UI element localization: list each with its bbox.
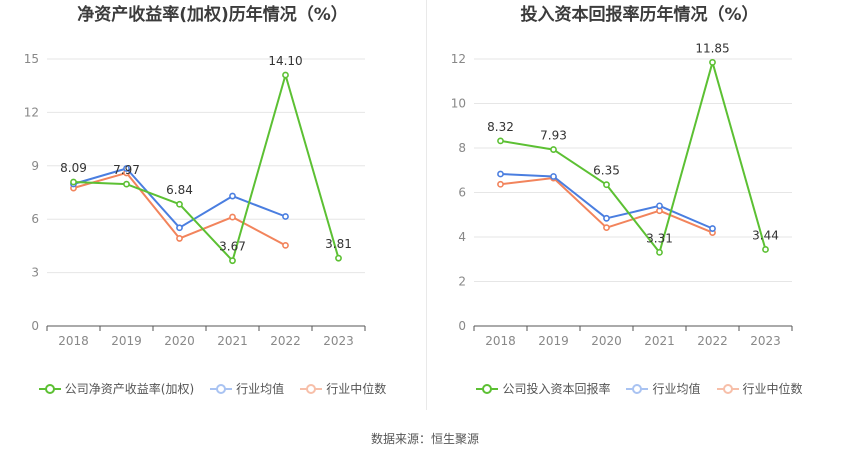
data-point-company: [709, 58, 716, 66]
chart-title: 投入资本回报率历年情况（%）: [520, 5, 759, 25]
y-tick-label: 0: [458, 319, 466, 333]
data-point-company: [70, 178, 77, 186]
data-label: 3.67: [219, 240, 246, 254]
y-tick-label: 0: [31, 319, 39, 333]
data-label: 7.93: [540, 129, 567, 143]
data-point-avg: [550, 173, 557, 180]
data-label: 14.10: [268, 54, 302, 68]
y-tick-label: 12: [451, 52, 466, 66]
legend-item-median[interactable]: 行业中位数: [716, 380, 803, 397]
series-line-company: [73, 74, 340, 262]
legend-label: 行业中位数: [326, 382, 387, 396]
roic-chart-panel: 投入资本回报率历年情况（%） 0 2 4 6 8 10 12 2018 2019 2020 2021…: [427, 0, 850, 410]
legend-item-median[interactable]: 行业中位数: [300, 380, 386, 397]
legend-line-icon: [300, 383, 323, 395]
data-point-median: [603, 224, 610, 232]
legend-item-company[interactable]: 公司投入资本回报率: [476, 380, 610, 397]
x-tick-label: 2022: [270, 334, 301, 348]
legend-item-avg[interactable]: 行业均值: [210, 380, 284, 397]
chart-title: 净资产收益率(加权)历年情况（%）: [77, 5, 348, 25]
legend-label: 行业中位数: [742, 382, 803, 396]
data-point-company: [497, 137, 504, 145]
roe-chart: 0 3 6 9 12 15 2018 2019 2020 2021 2022 2023 8.09 7.97…: [24, 52, 366, 348]
data-point-company: [335, 254, 342, 262]
data-label: 7.97: [113, 163, 140, 177]
x-tick-label: 2019: [538, 334, 569, 348]
legend-label: 公司净资产收益率(加权): [64, 382, 195, 396]
data-point-median: [229, 213, 236, 221]
legend-line-icon: [716, 383, 739, 395]
data-point-avg: [656, 202, 663, 210]
y-tick-label: 10: [451, 97, 466, 111]
legend-line-icon: [210, 383, 233, 395]
legend-item-avg[interactable]: 行业均值: [626, 380, 701, 397]
y-tick-label: 2: [458, 275, 466, 289]
y-tick-label: 12: [24, 105, 39, 119]
roe-chart-panel: 净资产收益率(加权)历年情况（%） 0 3 6 9 12 15 2018 2019 2020 20…: [0, 0, 425, 410]
data-point-avg: [709, 225, 716, 232]
data-point-company: [123, 180, 130, 188]
y-tick-label: 6: [458, 186, 466, 200]
legend-line-icon: [476, 383, 499, 395]
x-tick-label: 2019: [111, 334, 142, 348]
x-tick-label: 2020: [164, 334, 195, 348]
data-label: 3.44: [752, 228, 779, 242]
x-tick-label: 2018: [485, 334, 516, 348]
data-label: 11.85: [695, 41, 729, 55]
data-point-median: [497, 180, 504, 188]
y-tick-label: 4: [458, 230, 466, 244]
data-point-median: [176, 235, 183, 242]
y-tick-label: 15: [24, 52, 39, 66]
x-tick-label: 2021: [644, 334, 675, 348]
data-point-avg: [123, 165, 130, 172]
data-label: 3.81: [325, 237, 352, 251]
data-point-company: [603, 181, 610, 189]
data-point-company: [229, 257, 236, 265]
data-point-company: [176, 200, 183, 208]
data-label: 8.32: [487, 120, 514, 134]
roic-chart: 0 2 4 6 8 10 12 2018 2019 2020 2021 2022 2023 8.32 7.9…: [451, 41, 793, 348]
roe-legend: 公司净资产收益率(加权) 行业均值 行业中位数: [0, 380, 425, 397]
data-label: 3.31: [646, 231, 673, 245]
panel-divider: [426, 0, 427, 410]
data-point-avg: [229, 192, 236, 200]
x-tick-label: 2023: [323, 334, 354, 348]
data-point-median: [282, 241, 289, 249]
data-point-company: [656, 248, 663, 256]
data-point-avg: [497, 170, 504, 178]
data-source-note: 数据来源：恒生聚源: [370, 432, 479, 446]
y-tick-label: 6: [31, 212, 39, 226]
data-point-avg: [603, 214, 610, 222]
data-point-company: [762, 246, 769, 253]
legend-line-icon: [626, 383, 649, 395]
data-label: 6.84: [166, 183, 193, 197]
data-label: 8.09: [60, 161, 87, 175]
x-tick-label: 2023: [750, 334, 781, 348]
series-line-company: [500, 61, 767, 254]
data-point-avg: [176, 224, 183, 232]
y-tick-label: 9: [31, 159, 39, 173]
x-tick-label: 2020: [591, 334, 622, 348]
legend-label: 公司投入资本回报率: [502, 382, 611, 396]
y-tick-label: 8: [458, 141, 466, 155]
data-label: 6.35: [593, 164, 620, 178]
legend-item-company[interactable]: 公司净资产收益率(加权): [38, 380, 195, 397]
data-point-company: [550, 146, 557, 153]
legend-label: 行业均值: [236, 382, 285, 396]
legend-label: 行业均值: [652, 382, 701, 396]
y-tick-label: 3: [31, 266, 39, 280]
x-tick-label: 2018: [58, 334, 89, 348]
x-tick-label: 2022: [697, 334, 728, 348]
legend-line-icon: [38, 383, 61, 395]
x-tick-label: 2021: [217, 334, 248, 348]
roic-legend: 公司投入资本回报率 行业均值 行业中位数: [427, 380, 850, 397]
data-point-company: [282, 71, 289, 79]
data-point-avg: [282, 213, 289, 220]
